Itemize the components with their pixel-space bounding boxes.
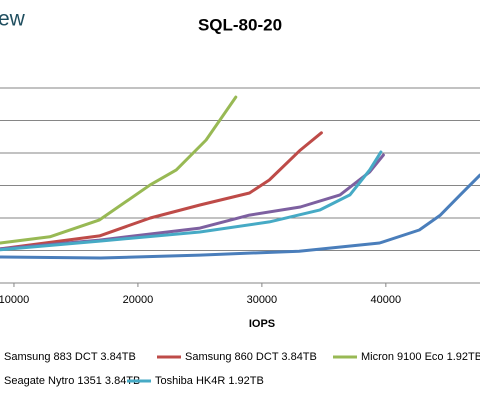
legend-label: Samsung 860 DCT 3.84TB <box>185 351 317 363</box>
x-tick-label: 30000 <box>247 294 278 306</box>
x-tick-label: 40000 <box>371 294 402 306</box>
x-axis-label: IOPS <box>249 318 275 330</box>
series-line <box>0 153 385 251</box>
legend-label: Seagate Nytro 1351 3.84TB <box>4 375 140 387</box>
x-tick-label: 20000 <box>123 294 154 306</box>
x-tick-label: 10000 <box>0 294 29 306</box>
legend-label: Micron 9100 Eco 1.92TB <box>361 351 480 363</box>
logo-text: ew <box>0 8 26 31</box>
chart-title: SQL-80-20 <box>198 15 282 34</box>
legend-label: Toshiba HK4R 1.92TB <box>155 375 264 387</box>
series-line <box>0 150 383 252</box>
legend-label: Samsung 883 DCT 3.84TB <box>4 351 136 363</box>
series-line <box>0 95 238 245</box>
series-line <box>0 173 480 260</box>
